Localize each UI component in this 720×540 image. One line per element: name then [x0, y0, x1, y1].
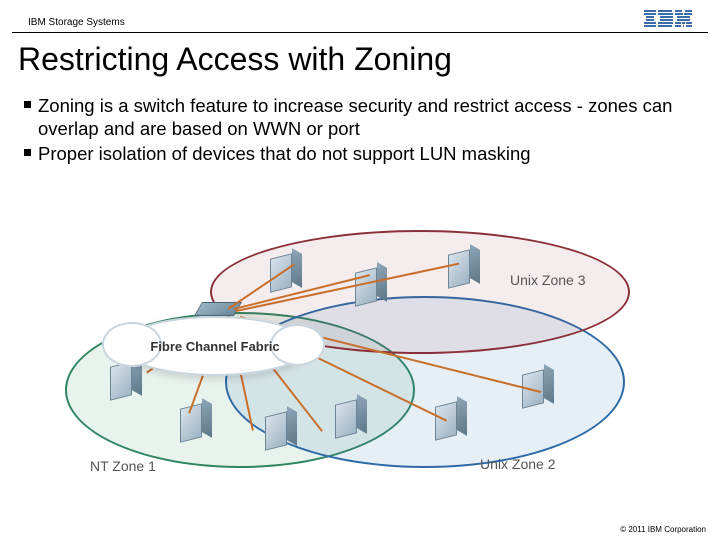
fabric-label: Fibre Channel Fabric — [150, 339, 279, 354]
server-icon — [335, 398, 369, 440]
zone-label: Unix Zone 3 — [510, 272, 585, 288]
header-org: IBM Storage Systems — [28, 17, 125, 28]
zoning-diagram: NT Zone 1 Unix Zone 2 Unix Zone 3 Fibre Cha… — [50, 230, 670, 490]
server-icon — [180, 402, 214, 444]
copyright-footer: © 2011 IBM Corporation — [620, 525, 706, 534]
server-icon — [270, 252, 304, 294]
server-icon — [448, 248, 482, 290]
zone-label: NT Zone 1 — [90, 458, 156, 474]
slide-title: Restricting Access with Zoning — [0, 33, 720, 84]
bullet-item: Proper isolation of devices that do not … — [24, 142, 696, 165]
server-icon — [435, 400, 469, 442]
bullet-item: Zoning is a switch feature to increase s… — [24, 94, 696, 140]
server-icon — [355, 266, 389, 308]
slide-header: IBM Storage Systems — [12, 0, 708, 33]
server-icon — [265, 410, 299, 452]
fabric-cloud: Fibre Channel Fabric — [120, 316, 310, 376]
bullet-list: Zoning is a switch feature to increase s… — [0, 84, 720, 165]
zone-label: Unix Zone 2 — [480, 456, 555, 472]
ibm-logo-icon — [644, 10, 692, 28]
